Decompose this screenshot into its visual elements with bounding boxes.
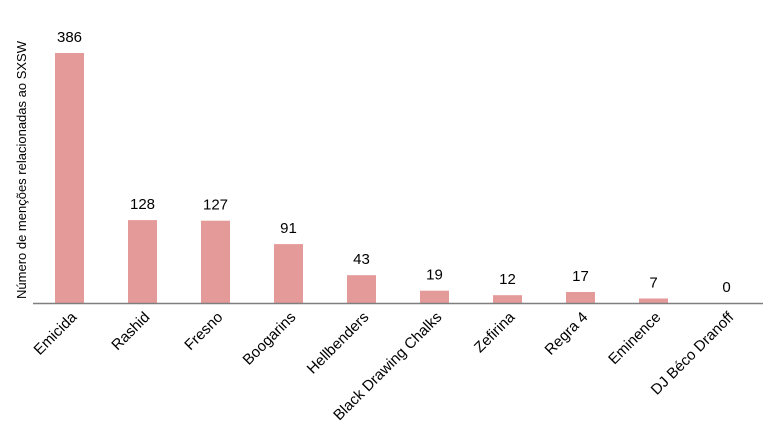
value-label-1: 128 <box>130 196 155 213</box>
category-label-4: Hellbenders <box>304 309 373 378</box>
bar-0 <box>55 53 84 303</box>
bar-3 <box>274 244 303 303</box>
bar-5 <box>420 290 449 303</box>
bar-1 <box>128 220 157 303</box>
bar-8 <box>639 298 668 303</box>
category-labels-layer: Emicida Rashid Fresno Boogarins HellbendersB… <box>31 308 738 424</box>
value-labels-layer: 386 128 127 91 43 19 12 17 7 0 <box>57 29 731 296</box>
value-label-0: 386 <box>57 29 82 46</box>
bar-6 <box>493 295 522 303</box>
y-axis-label: Número de menções relacionadas ao SXSW <box>14 40 29 299</box>
value-label-5: 19 <box>426 267 443 284</box>
value-label-9: 0 <box>722 279 730 296</box>
value-label-8: 7 <box>649 275 657 292</box>
category-label-2: Fresno <box>181 309 226 354</box>
bars-layer <box>55 53 668 303</box>
category-label-8: Eminence <box>605 309 664 368</box>
bar-2 <box>201 220 230 303</box>
category-label-7: Regra 4 <box>542 309 592 359</box>
bar-7 <box>566 292 595 303</box>
category-label-1: Rashid <box>108 309 153 354</box>
value-label-3: 91 <box>280 220 297 237</box>
value-label-7: 17 <box>572 268 589 285</box>
category-label-0: Emicida <box>31 308 81 358</box>
category-label-3: Boogarins <box>240 309 300 369</box>
value-label-4: 43 <box>353 251 370 268</box>
value-label-2: 127 <box>203 197 228 214</box>
bar-4 <box>347 275 376 303</box>
value-label-6: 12 <box>499 271 516 288</box>
category-label-6: Zefirina <box>471 308 519 356</box>
